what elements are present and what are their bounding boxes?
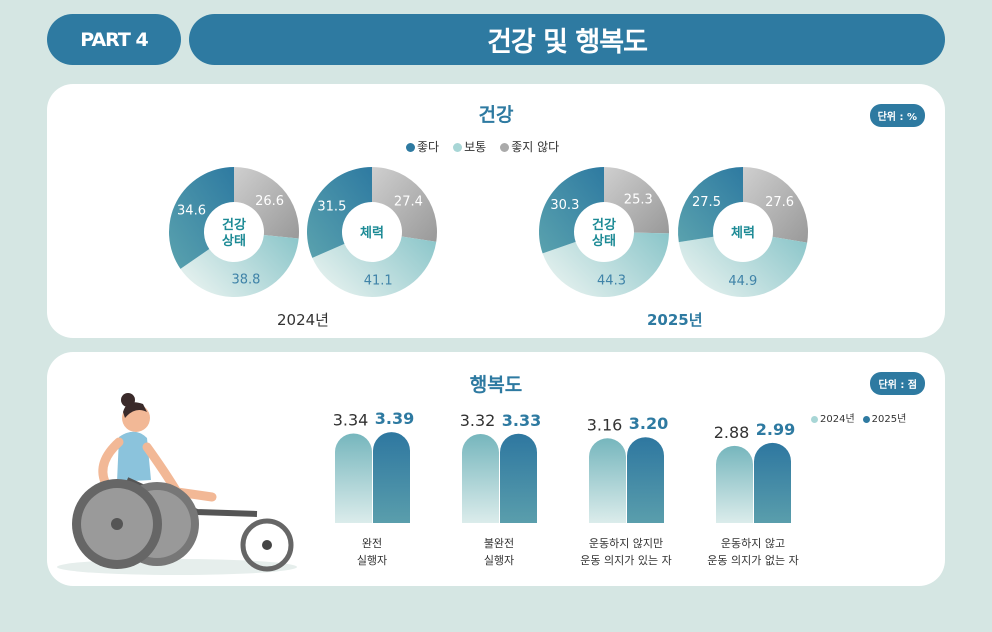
bar-2024년 [716, 445, 753, 523]
bar-value-label: 3.39 [375, 409, 414, 428]
bar-value-label: 2.88 [714, 423, 750, 442]
year-2024-label: 2024년 [277, 311, 329, 329]
bar-value-label: 3.20 [629, 414, 668, 433]
health-title: 건강 [478, 104, 514, 126]
donut-slice-normal [542, 232, 669, 298]
donut-value-good: 30.3 [550, 198, 579, 213]
donut-slice-good [307, 167, 372, 258]
happiness-card: 행복도 단위 : 점 2024년 2025년 3.34 3.39 3.32 3.33 3… [47, 352, 945, 586]
donut-value-bad: 27.6 [765, 195, 794, 210]
health-unit-badge: 단위 : % [869, 104, 925, 127]
bar-value-label: 2.99 [756, 420, 795, 439]
category-label: 운동하지 않고 운동 의지가 없는 자 [707, 537, 799, 567]
category-label: 불완전 실행자 [483, 537, 515, 567]
bar-value-label: 3.33 [502, 411, 541, 430]
donut-center-label: 상태 [222, 234, 246, 249]
donut-charts: 26.638.834.6건강상태27.441.131.5체력25.344.330… [169, 167, 808, 298]
donut-value-good: 27.5 [692, 195, 721, 210]
legend-bad: 좋지 않다 [500, 138, 559, 155]
donut-center-label: 건강 [592, 217, 616, 233]
donut-slice-normal [678, 236, 808, 298]
bar-value-label: 3.34 [333, 410, 369, 429]
health-legend: 좋다 보통 좋지 않다 [406, 138, 559, 155]
legend-normal: 보통 [453, 138, 486, 155]
bar-value-label: 3.16 [587, 415, 623, 434]
happiness-legend: 2024년 2025년 [811, 410, 906, 425]
page-title: 건강 및 행복도 [189, 14, 945, 65]
bar-2025년 [627, 437, 664, 523]
legend-2024: 2024년 [811, 410, 855, 425]
happiness-title: 행복도 [469, 374, 523, 396]
donut-slice-bad [604, 167, 669, 234]
category-label: 운동하지 않지만 운동 의지가 있는 자 [580, 537, 672, 567]
donut-slice-good [678, 167, 743, 243]
donut-slice-normal [312, 236, 437, 297]
donut-value-good: 34.6 [177, 204, 206, 219]
wheelchair-athlete-illustration [57, 393, 297, 575]
part-badge: PART 4 [47, 14, 181, 65]
happiness-unit-badge: 단위 : 점 [870, 372, 925, 395]
bar-2025년 [754, 442, 791, 523]
bar-2024년 [462, 434, 499, 523]
legend-good: 좋다 [406, 138, 439, 155]
bar-value-label: 3.32 [460, 411, 496, 430]
bar-2024년 [589, 438, 626, 523]
year-2025-label: 2025년 [647, 311, 703, 329]
donut-value-bad: 27.4 [394, 195, 423, 210]
bar-2025년 [373, 432, 410, 523]
donut-center-label: 건강 [222, 217, 246, 233]
donut-slice-good [169, 167, 234, 269]
donut-slice-good [539, 167, 604, 254]
health-card: 건강 단위 : % 좋다 보통 좋지 않다 26.6 38.8 34.6 건강 상태 27… [47, 84, 945, 338]
donut-center-label: 체력 [360, 226, 384, 241]
happiness-bar-chart: 3.34 3.39 3.32 3.33 3.16 3.20 2.88 2.99 [333, 409, 795, 523]
bar-2024년 [335, 433, 372, 523]
bar-2025년 [500, 433, 537, 523]
donut-slice-bad [234, 167, 299, 239]
donut-value-normal: 38.8 [231, 272, 260, 287]
category-label: 완전 실행자 [356, 537, 388, 567]
donut-center-label: 체력 [731, 226, 755, 241]
donut-value-normal: 41.1 [364, 274, 393, 289]
donut-slice-normal [180, 235, 299, 297]
donut-value-normal: 44.3 [597, 273, 626, 288]
donut-slice-bad [743, 167, 808, 243]
donut-center-label: 상태 [592, 234, 616, 249]
legend-2025: 2025년 [862, 410, 906, 425]
donut-value-good: 31.5 [317, 200, 346, 215]
donut-value-bad: 25.3 [624, 192, 653, 207]
donut-slice-bad [372, 167, 437, 242]
donut-value-bad: 26.6 [255, 194, 284, 209]
donut-value-normal: 44.9 [728, 274, 757, 289]
